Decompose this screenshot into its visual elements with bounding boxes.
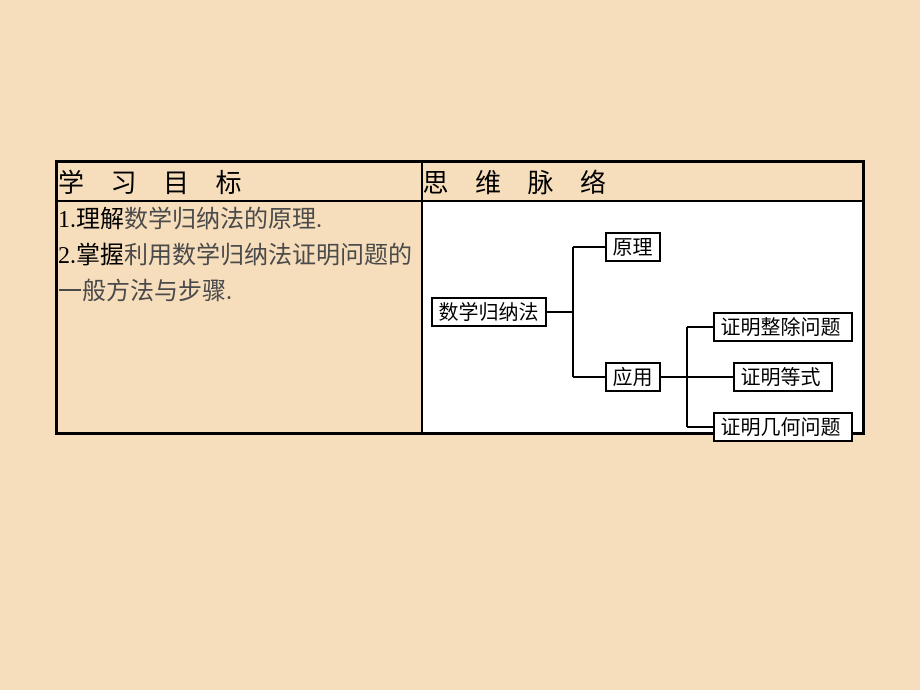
content-table: 学 习 目 标 思 维 脉 络 1.理解数学归纳法的原理. 2.掌握利用数学归纳… [55, 160, 865, 435]
header-left-text: 学 习 目 标 [58, 169, 252, 198]
goal1-bold: 理解 [76, 207, 124, 233]
node-leaf1: 证明整除问题 [713, 312, 853, 342]
goal2-prefix: 2. [58, 243, 76, 269]
goal1-rest: 数学归纳法的原理. [124, 207, 322, 233]
diagram-cell: 数学归纳法 原理 应用 证明整除问题 证明等式 证明几何问题 [422, 201, 864, 434]
node-n2: 应用 [605, 362, 661, 392]
header-right: 思 维 脉 络 [422, 162, 864, 202]
node-n1-label: 原理 [613, 237, 653, 259]
goal1-prefix: 1. [58, 207, 76, 233]
node-leaf2-label: 证明等式 [741, 367, 821, 389]
node-n1: 原理 [605, 232, 661, 262]
goals-cell: 1.理解数学归纳法的原理. 2.掌握利用数学归纳法证明问题的一般方法与步骤. [57, 201, 422, 434]
node-root-label: 数学归纳法 [439, 302, 539, 324]
goal-line-2: 2.掌握利用数学归纳法证明问题的一般方法与步骤. [58, 238, 421, 310]
node-leaf3: 证明几何问题 [713, 412, 853, 442]
header-right-text: 思 维 脉 络 [423, 169, 617, 198]
node-leaf3-label: 证明几何问题 [721, 417, 841, 439]
node-leaf2: 证明等式 [733, 362, 833, 392]
node-n2-label: 应用 [613, 367, 653, 389]
node-leaf1-label: 证明整除问题 [721, 317, 841, 339]
node-root: 数学归纳法 [431, 297, 547, 327]
goal2-bold: 掌握 [76, 243, 124, 269]
goal-line-1: 1.理解数学归纳法的原理. [58, 202, 421, 238]
tree-diagram: 数学归纳法 原理 应用 证明整除问题 证明等式 证明几何问题 [423, 202, 863, 432]
header-left: 学 习 目 标 [57, 162, 422, 202]
